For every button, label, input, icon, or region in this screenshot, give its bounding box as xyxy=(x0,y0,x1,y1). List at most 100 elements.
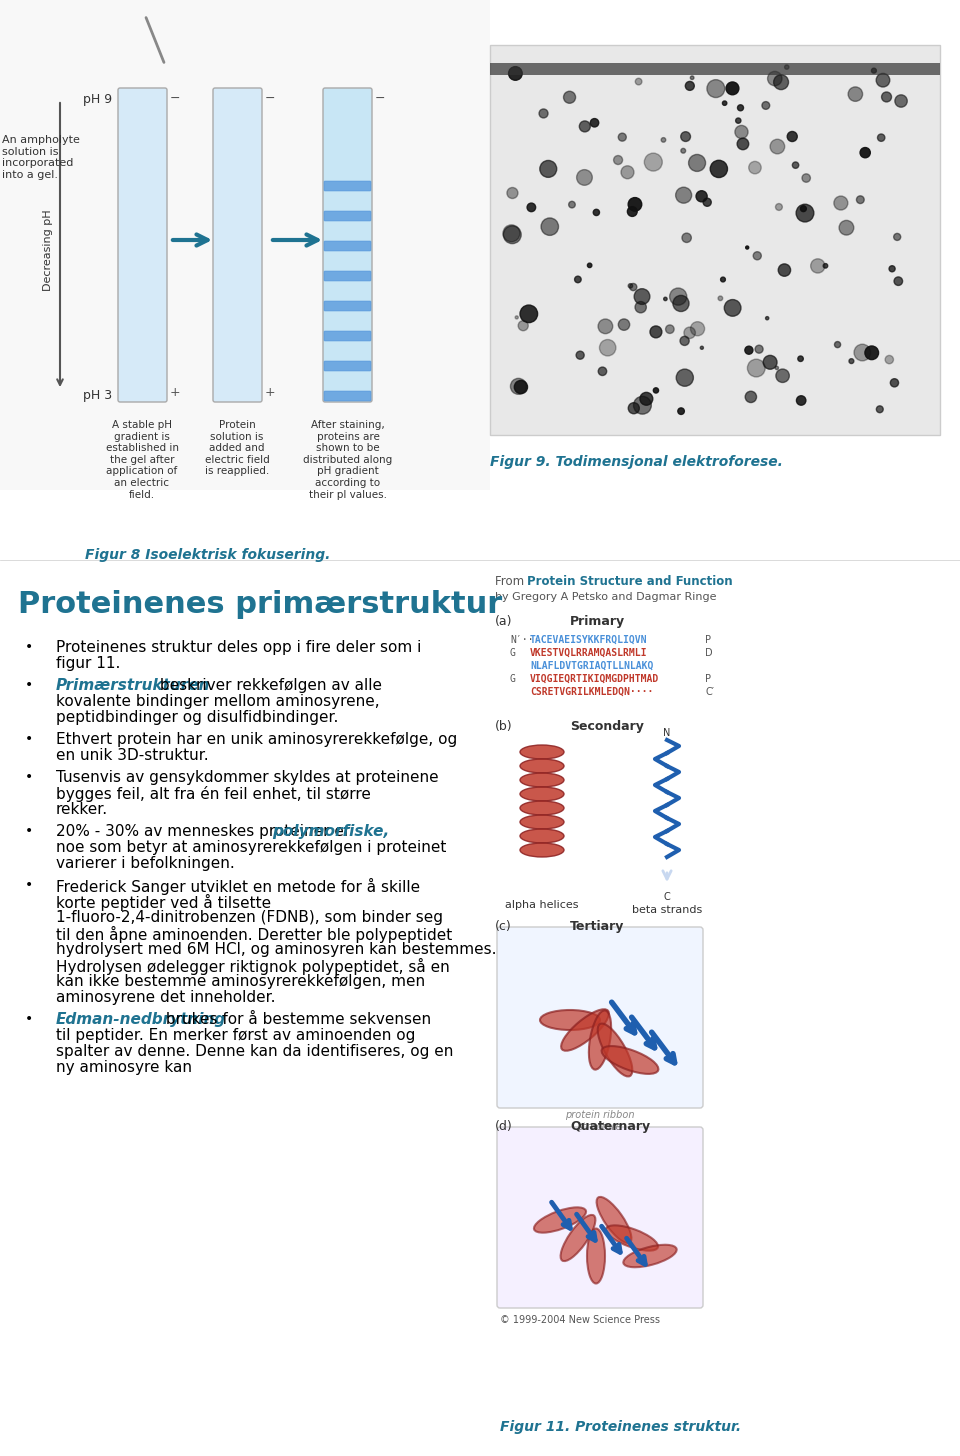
Text: Frederick Sanger utviklet en metode for å skille: Frederick Sanger utviklet en metode for … xyxy=(56,878,420,895)
FancyBboxPatch shape xyxy=(497,927,703,1108)
Text: NLAFLDVTGRIAQTLLNLAKQ: NLAFLDVTGRIAQTLLNLAKQ xyxy=(530,661,654,671)
Circle shape xyxy=(670,288,686,306)
FancyBboxPatch shape xyxy=(324,181,371,191)
Text: © 1999-2004 New Science Press: © 1999-2004 New Science Press xyxy=(500,1315,660,1325)
Circle shape xyxy=(768,71,782,86)
Text: +: + xyxy=(265,386,276,399)
Circle shape xyxy=(885,355,894,364)
Circle shape xyxy=(718,296,723,300)
Circle shape xyxy=(889,265,895,272)
Ellipse shape xyxy=(520,788,564,801)
Circle shape xyxy=(511,379,526,395)
FancyBboxPatch shape xyxy=(118,87,167,402)
Circle shape xyxy=(673,296,689,312)
Circle shape xyxy=(576,351,585,360)
Circle shape xyxy=(621,166,634,179)
FancyBboxPatch shape xyxy=(324,301,371,312)
Text: figur 11.: figur 11. xyxy=(56,657,120,671)
Circle shape xyxy=(895,95,907,108)
Text: korte peptider ved å tilsette: korte peptider ved å tilsette xyxy=(56,894,271,911)
Circle shape xyxy=(681,149,685,153)
Circle shape xyxy=(796,204,814,221)
Circle shape xyxy=(890,379,899,387)
Circle shape xyxy=(665,325,674,333)
Circle shape xyxy=(579,121,590,132)
Text: •: • xyxy=(25,1012,34,1026)
Circle shape xyxy=(894,233,900,240)
Circle shape xyxy=(644,153,662,172)
Circle shape xyxy=(628,198,641,211)
Text: hydrolysert med 6M HCl, og aminosyren kan bestemmes.: hydrolysert med 6M HCl, og aminosyren ka… xyxy=(56,942,496,957)
Text: CSRETVGRILKMLEDQN····: CSRETVGRILKMLEDQN···· xyxy=(530,687,654,697)
Text: •: • xyxy=(25,641,34,654)
Circle shape xyxy=(792,162,799,169)
Circle shape xyxy=(503,226,521,243)
Circle shape xyxy=(518,320,528,331)
Text: C′: C′ xyxy=(705,687,714,697)
Circle shape xyxy=(776,368,789,383)
Circle shape xyxy=(618,132,626,141)
Circle shape xyxy=(854,344,871,361)
Circle shape xyxy=(696,191,708,202)
Ellipse shape xyxy=(534,1207,586,1233)
Circle shape xyxy=(685,82,694,90)
Circle shape xyxy=(703,198,711,207)
Text: (d): (d) xyxy=(495,1120,513,1133)
FancyBboxPatch shape xyxy=(324,392,371,400)
Circle shape xyxy=(707,80,725,98)
Circle shape xyxy=(598,367,607,376)
Text: polymorfiske,: polymorfiske, xyxy=(272,824,389,839)
Circle shape xyxy=(700,347,704,349)
Text: VKESTVQLRRAMQASLRMLI: VKESTVQLRRAMQASLRMLI xyxy=(530,648,647,658)
Text: −: − xyxy=(265,92,276,105)
Ellipse shape xyxy=(520,773,564,788)
FancyBboxPatch shape xyxy=(213,87,262,402)
Circle shape xyxy=(618,319,630,331)
Circle shape xyxy=(802,173,810,182)
Circle shape xyxy=(654,387,659,393)
Circle shape xyxy=(801,205,806,211)
Circle shape xyxy=(599,339,616,355)
Text: protein ribbon
structure: protein ribbon structure xyxy=(565,1109,635,1131)
FancyBboxPatch shape xyxy=(490,45,940,435)
Circle shape xyxy=(877,134,885,141)
Text: Primary: Primary xyxy=(570,614,625,628)
Circle shape xyxy=(724,300,741,316)
FancyBboxPatch shape xyxy=(490,63,940,76)
Circle shape xyxy=(762,102,770,109)
Text: 20% - 30% av menneskes proteiner er: 20% - 30% av menneskes proteiner er xyxy=(56,824,355,839)
Circle shape xyxy=(839,220,853,234)
Circle shape xyxy=(834,197,848,210)
Text: Figur 8 Isoelektrisk fokusering.: Figur 8 Isoelektrisk fokusering. xyxy=(85,547,330,562)
Circle shape xyxy=(503,224,520,242)
Text: by Gregory A Petsko and Dagmar Ringe: by Gregory A Petsko and Dagmar Ringe xyxy=(495,593,716,601)
Text: G: G xyxy=(510,648,516,658)
FancyBboxPatch shape xyxy=(324,211,371,221)
Circle shape xyxy=(635,288,650,304)
Circle shape xyxy=(745,347,753,354)
Circle shape xyxy=(663,297,667,300)
Circle shape xyxy=(541,218,559,236)
Circle shape xyxy=(540,160,557,178)
Circle shape xyxy=(876,73,890,87)
Circle shape xyxy=(881,92,892,102)
Ellipse shape xyxy=(606,1226,658,1251)
Circle shape xyxy=(681,131,690,141)
Text: ny aminosyre kan: ny aminosyre kan xyxy=(56,1060,192,1075)
Circle shape xyxy=(613,156,623,165)
Circle shape xyxy=(745,392,756,402)
Text: beskriver rekkefølgen av alle: beskriver rekkefølgen av alle xyxy=(156,678,382,693)
Text: bygges feil, alt fra én feil enhet, til større: bygges feil, alt fra én feil enhet, til … xyxy=(56,786,371,802)
Circle shape xyxy=(636,79,642,84)
Ellipse shape xyxy=(520,801,564,815)
Text: −: − xyxy=(170,92,180,105)
Circle shape xyxy=(634,396,651,414)
Circle shape xyxy=(894,277,902,285)
Text: Proteinenes primærstruktur: Proteinenes primærstruktur xyxy=(18,590,502,619)
Text: spalter av denne. Denne kan da identifiseres, og en: spalter av denne. Denne kan da identifis… xyxy=(56,1044,453,1059)
Circle shape xyxy=(661,138,665,143)
Text: −: − xyxy=(375,92,386,105)
Circle shape xyxy=(678,408,684,415)
Text: •: • xyxy=(25,678,34,692)
Ellipse shape xyxy=(588,1010,612,1070)
